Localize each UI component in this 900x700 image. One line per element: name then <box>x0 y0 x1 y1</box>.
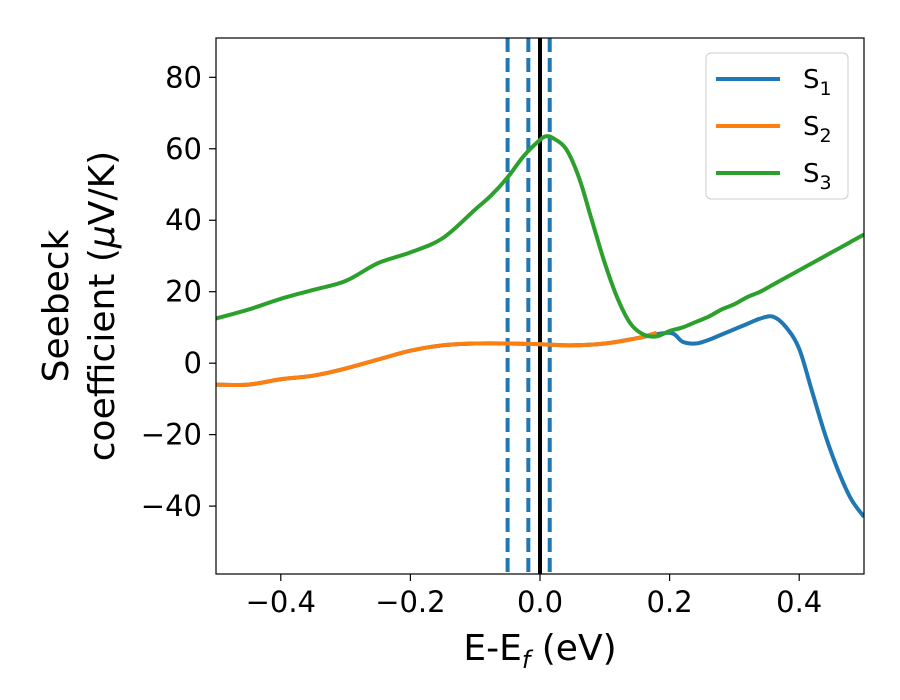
y-axis-label-unit: V/K) <box>82 151 123 225</box>
x-tick-label: 0.4 <box>776 585 822 619</box>
series-line-s3 <box>216 134 864 339</box>
legend-entries: S1 S2 S3 <box>716 65 832 194</box>
y-axis-label: Seebeck coefficient (μV/K) <box>36 151 123 461</box>
x-tick-label: 0.2 <box>647 585 693 619</box>
y-tick-label: −20 <box>141 418 202 452</box>
x-tick-label: −0.4 <box>246 585 316 619</box>
legend-label: S2 <box>803 112 832 147</box>
legend-label: S3 <box>803 159 832 194</box>
legend-item-s2: S2 <box>716 112 832 147</box>
legend-label: S1 <box>803 65 832 100</box>
legend-item-s1: S1 <box>716 65 832 100</box>
x-axis-ticks: −0.4 −0.2 0.0 0.2 0.4 <box>246 574 822 619</box>
x-tick-label: −0.2 <box>375 585 445 619</box>
series-lines <box>216 134 864 519</box>
legend: S1 S2 S3 <box>705 52 849 200</box>
y-axis-label-line1: Seebeck <box>36 229 77 382</box>
series-line-s2 <box>216 330 658 388</box>
y-axis-label-text: coefficient ( <box>82 248 123 461</box>
y-tick-label: 0 <box>184 346 202 380</box>
y-tick-label: 40 <box>165 203 202 237</box>
y-tick-label: 80 <box>165 60 202 94</box>
y-axis-label-mu: μ <box>82 225 123 249</box>
x-axis-label-unit: (eV) <box>530 628 616 669</box>
x-tick-label: 0.0 <box>517 585 563 619</box>
x-axis-label-main: E-E <box>463 628 521 669</box>
y-tick-label: 60 <box>165 132 202 166</box>
legend-item-s3: S3 <box>716 159 832 194</box>
y-tick-label: 20 <box>165 275 202 309</box>
y-axis-ticks: −40 −20 0 20 40 60 80 <box>141 60 216 523</box>
vertical-lines <box>505 38 552 574</box>
y-axis-label-line2: coefficient (μV/K) <box>82 151 123 461</box>
x-axis-label: E-Ef (eV) <box>463 628 616 674</box>
y-tick-label: −40 <box>141 489 202 523</box>
